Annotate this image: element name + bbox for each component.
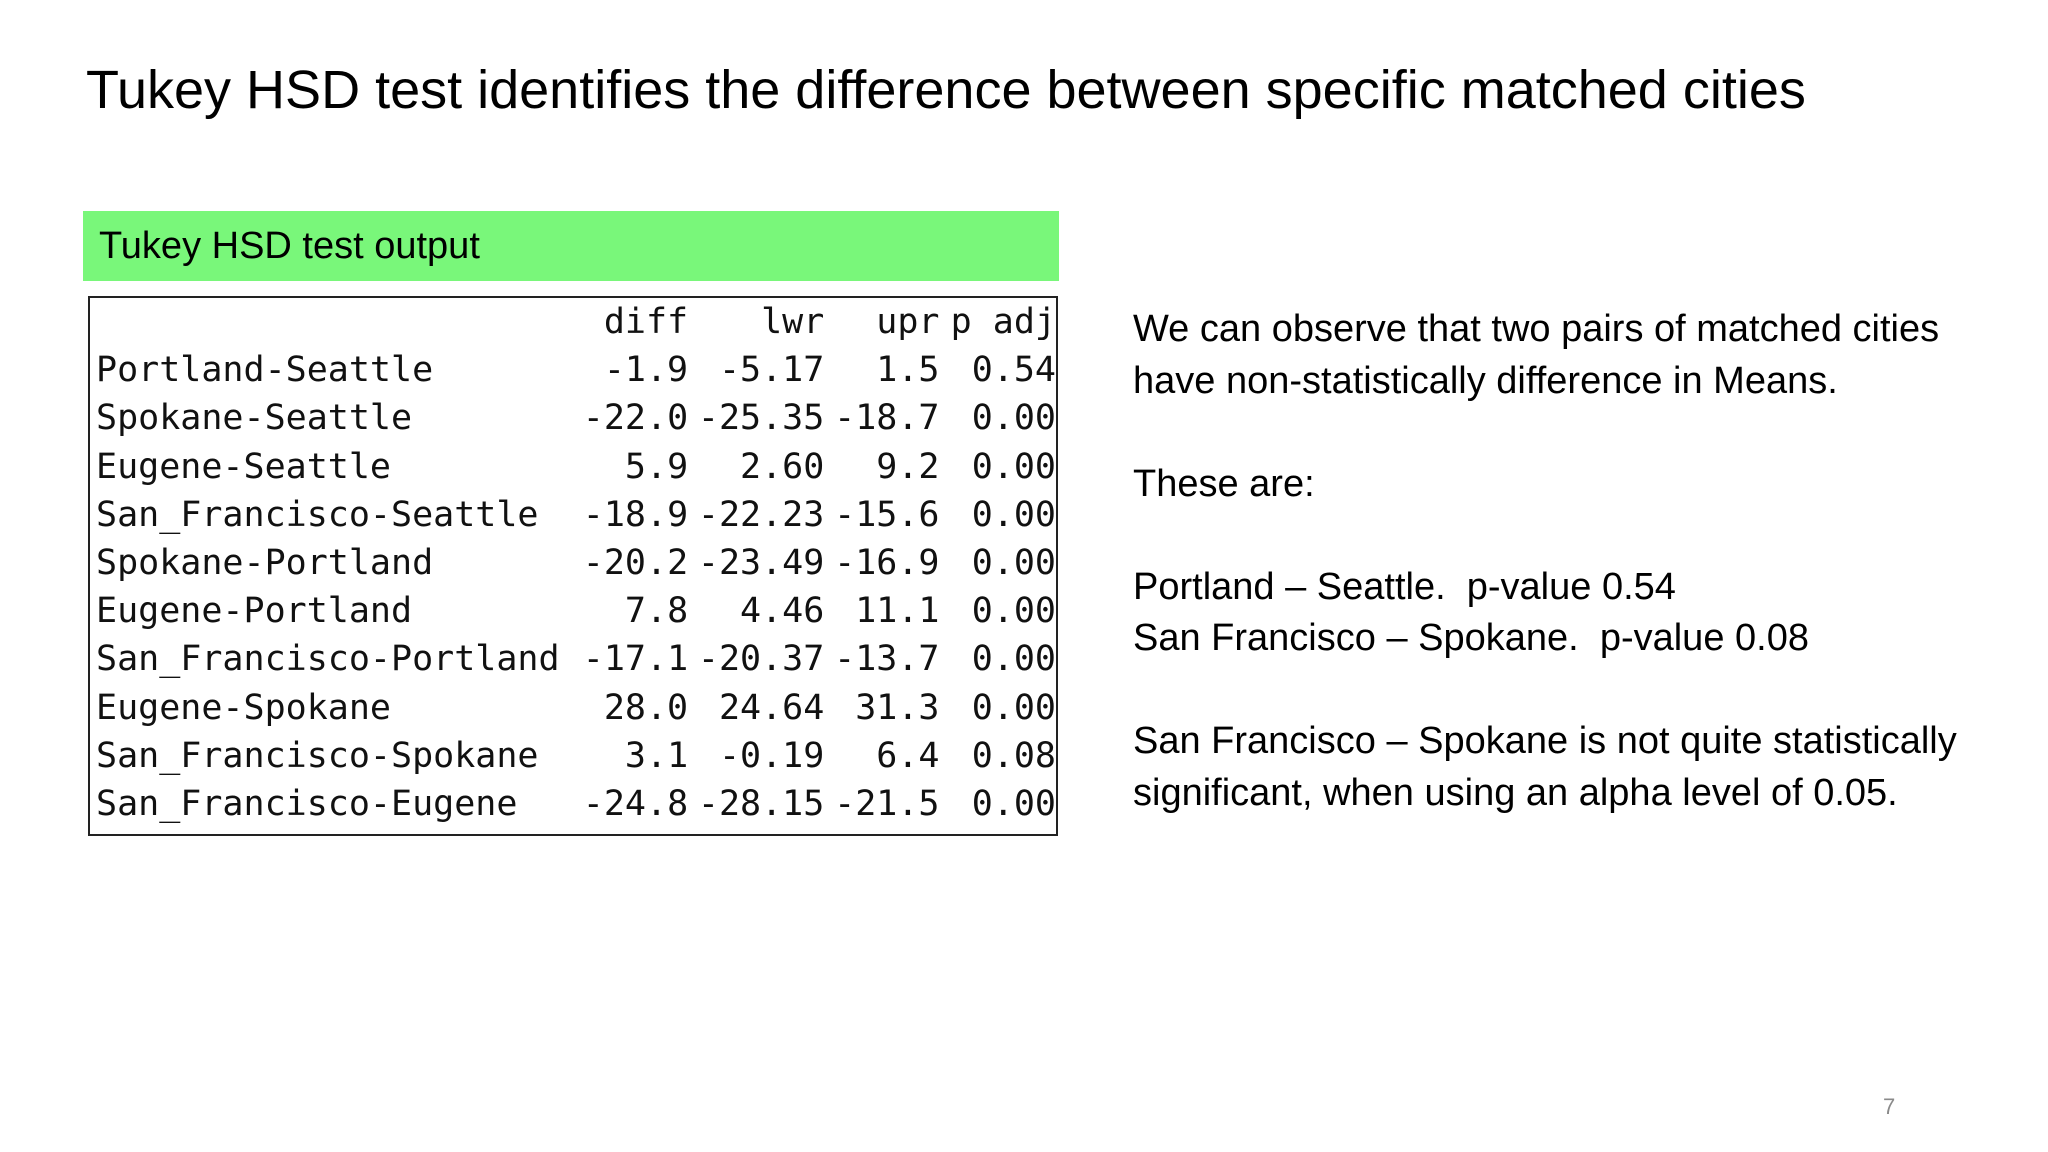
- comparison-cell: Spokane-Portland: [96, 543, 434, 584]
- table-row: Spokane-Seattle -22.0 -25.35 -18.7 0.00: [96, 394, 1056, 442]
- diff-cell: -1.9: [603, 350, 689, 391]
- p-adj-cell: 0.00: [971, 446, 1056, 487]
- upr-cell: -15.6: [834, 494, 940, 535]
- p-adj-cell: 0.08: [971, 735, 1056, 776]
- p-adj-cell: 0.00: [971, 494, 1056, 535]
- table-row: Eugene-Spokane 28.0 24.64 31.3 0.00: [96, 684, 1056, 732]
- upr-cell: 6.4: [876, 735, 940, 776]
- p-adj-cell: 0.00: [971, 543, 1056, 584]
- lwr-cell: 2.60: [740, 446, 825, 487]
- comparison-cell: Spokane-Seattle: [96, 398, 413, 439]
- table-row: Eugene-Portland 7.8 4.46 11.1 0.00: [96, 587, 1056, 635]
- upr-cell: -13.7: [834, 639, 940, 680]
- table-row: Portland-Seattle -1.9 -5.17 1.5 0.54: [96, 346, 1056, 394]
- diff-cell: -20.2: [582, 543, 689, 584]
- column-header-diff: diff: [603, 302, 689, 343]
- column-header-comparison: [96, 298, 560, 346]
- comparison-cell: San_Francisco-Spokane: [96, 735, 539, 776]
- lwr-cell: -22.23: [697, 494, 825, 535]
- comparison-cell: Eugene-Seattle: [96, 446, 392, 487]
- pair-portland-seattle: Portland – Seattle. p-value 0.54: [1133, 565, 1676, 608]
- table-row: Eugene-Seattle 5.9 2.60 9.2 0.00: [96, 443, 1056, 491]
- p-adj-cell: 0.00: [971, 398, 1056, 439]
- column-header-p-adj: p adj: [950, 302, 1056, 343]
- comparison-cell: San_Francisco-Eugene: [96, 783, 518, 824]
- upr-cell: 9.2: [876, 446, 940, 487]
- diff-cell: -24.8: [582, 783, 689, 824]
- column-header-upr: upr: [876, 302, 940, 343]
- lwr-cell: 4.46: [740, 591, 825, 632]
- table-row: San_Francisco-Portland -17.1 -20.37 -13.…: [96, 635, 1056, 683]
- upr-cell: -21.5: [834, 783, 940, 824]
- tukey-output-table: diff lwr upr p adj Portland-Seattle -1.9…: [96, 298, 1056, 828]
- table-row: San_Francisco-Spokane 3.1 -0.19 6.4 0.08: [96, 732, 1056, 780]
- upr-cell: 1.5: [876, 350, 940, 391]
- diff-cell: 28.0: [603, 687, 689, 728]
- slide-title: Tukey HSD test identifies the difference…: [86, 60, 1806, 120]
- tukey-output-box: diff lwr upr p adj Portland-Seattle -1.9…: [88, 296, 1058, 836]
- comparison-cell: Eugene-Portland: [96, 591, 413, 632]
- lwr-cell: -23.49: [697, 543, 825, 584]
- upr-cell: 11.1: [855, 591, 940, 632]
- upr-cell: -16.9: [834, 543, 940, 584]
- paragraph-spacer: [1133, 510, 2013, 562]
- lwr-cell: -28.15: [697, 783, 825, 824]
- diff-cell: 3.1: [624, 735, 689, 776]
- these-are-label: These are:: [1133, 462, 1315, 505]
- page-number: 7: [1883, 1094, 1896, 1119]
- p-adj-cell: 0.54: [971, 350, 1056, 391]
- paragraph-spacer: [1133, 407, 2013, 459]
- output-panel-header: Tukey HSD test output: [83, 211, 1059, 281]
- upr-cell: -18.7: [834, 398, 940, 439]
- diff-cell: 5.9: [624, 446, 689, 487]
- comparison-cell: San_Francisco-Portland: [96, 639, 560, 680]
- lwr-cell: 24.64: [718, 687, 825, 728]
- pair-sanfrancisco-spokane: San Francisco – Spokane. p-value 0.08: [1133, 617, 1809, 659]
- p-adj-cell: 0.00: [971, 591, 1056, 632]
- lwr-cell: -25.35: [697, 398, 825, 439]
- table-row: San_Francisco-Seattle -18.9 -22.23 -15.6…: [96, 491, 1056, 539]
- diff-cell: 7.8: [624, 591, 689, 632]
- diff-cell: -17.1: [582, 639, 689, 680]
- lwr-cell: -20.37: [697, 639, 825, 680]
- diff-cell: -18.9: [582, 494, 689, 535]
- comparison-cell: Portland-Seattle: [96, 350, 434, 391]
- lwr-cell: -0.19: [718, 735, 825, 776]
- observation-notes: We can observe that two pairs of matched…: [1133, 304, 2013, 819]
- table-row: Spokane-Portland -20.2 -23.49 -16.9 0.00: [96, 539, 1056, 587]
- column-header-lwr: lwr: [761, 302, 825, 343]
- p-adj-cell: 0.00: [971, 639, 1056, 680]
- comparison-cell: San_Francisco-Seattle: [96, 494, 539, 535]
- comparison-cell: Eugene-Spokane: [96, 687, 392, 728]
- upr-cell: 31.3: [855, 687, 940, 728]
- table-header-row: diff lwr upr p adj: [96, 298, 1056, 346]
- significance-paragraph: San Francisco – Spokane is not quite sta…: [1133, 720, 1968, 814]
- observation-paragraph: We can observe that two pairs of matched…: [1133, 308, 1950, 402]
- p-adj-cell: 0.00: [971, 783, 1056, 824]
- lwr-cell: -5.17: [718, 350, 825, 391]
- diff-cell: -22.0: [582, 398, 689, 439]
- table-row: San_Francisco-Eugene -24.8 -28.15 -21.5 …: [96, 780, 1056, 828]
- p-adj-cell: 0.00: [971, 687, 1056, 728]
- paragraph-spacer: [1133, 665, 2013, 717]
